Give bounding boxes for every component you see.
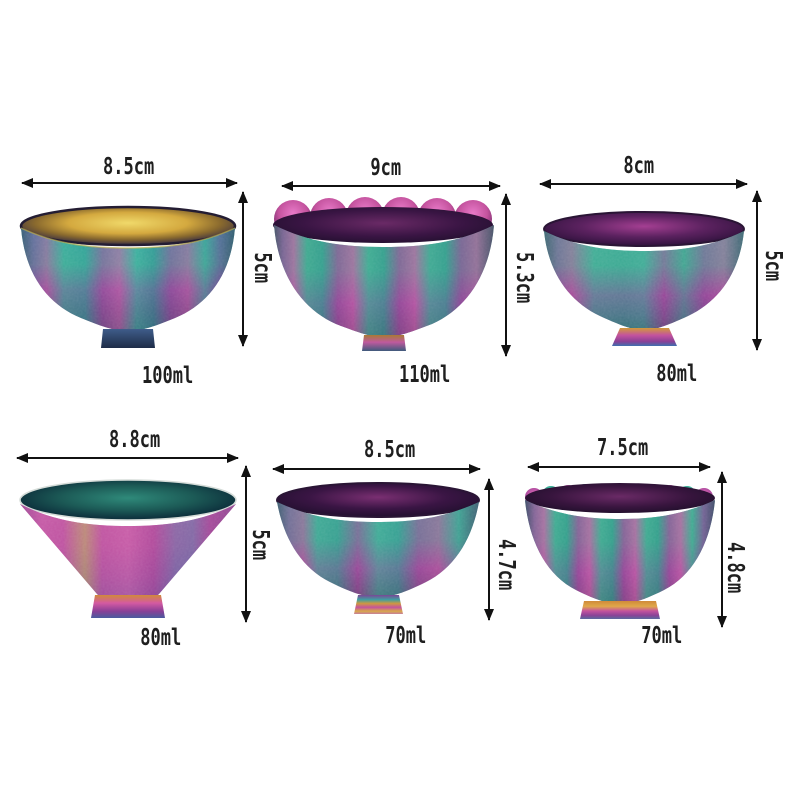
- cup-photo: [543, 211, 745, 346]
- volume-label: 110ml: [399, 362, 451, 388]
- width-dimension-arrow: [21, 178, 238, 188]
- width-dimension-label: 9cm: [370, 155, 402, 181]
- width-dimension-label: 7.5cm: [597, 435, 649, 461]
- height-dimension-arrow: [501, 193, 511, 357]
- width-dimension-label: 8.5cm: [103, 154, 155, 180]
- cup-photo: [19, 205, 237, 348]
- height-dimension-label: 4.7cm: [493, 539, 519, 591]
- height-dimension-arrow: [238, 191, 248, 347]
- width-dimension-label: 8.5cm: [364, 437, 416, 463]
- height-dimension-arrow: [484, 478, 494, 621]
- width-dimension-arrow: [281, 181, 501, 191]
- width-dimension-arrow: [539, 179, 748, 189]
- height-dimension-arrow: [752, 190, 762, 351]
- volume-label: 100ml: [142, 363, 194, 389]
- height-dimension-arrow: [241, 465, 251, 623]
- height-dimension-label: 5.3cm: [511, 252, 537, 304]
- width-dimension-label: 8cm: [623, 153, 655, 179]
- cup-photo: [19, 479, 237, 618]
- volume-label: 70ml: [641, 623, 683, 649]
- height-dimension-arrow: [717, 471, 727, 628]
- cup-photo: [273, 197, 494, 351]
- height-dimension-label: 5cm: [760, 250, 786, 282]
- width-dimension-label: 8.8cm: [109, 427, 161, 453]
- height-dimension-label: 4.8cm: [722, 542, 748, 594]
- width-dimension-arrow: [16, 453, 239, 463]
- volume-label: 80ml: [140, 625, 182, 651]
- volume-label: 70ml: [385, 623, 427, 649]
- width-dimension-arrow: [527, 462, 711, 472]
- cup-photo: [525, 483, 715, 619]
- volume-label: 80ml: [656, 361, 698, 387]
- cup-photo: [276, 482, 480, 614]
- width-dimension-arrow: [272, 464, 481, 474]
- height-dimension-label: 5cm: [247, 529, 273, 561]
